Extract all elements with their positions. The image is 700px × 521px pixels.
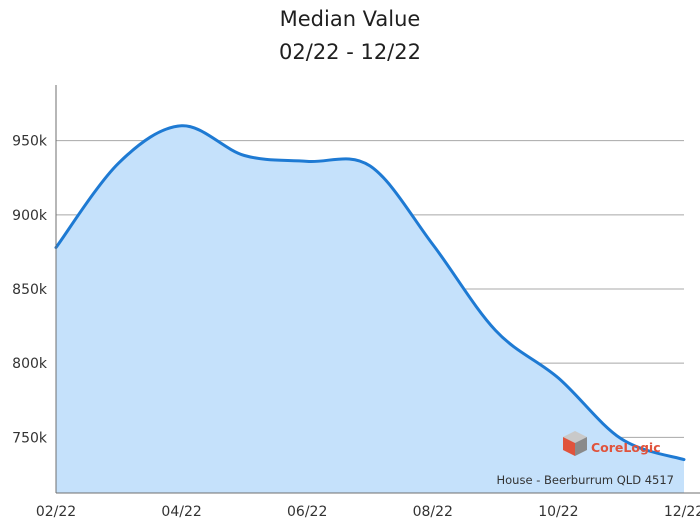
data-point[interactable]: 09/22: 822000 (490, 325, 502, 337)
x-tick-labels: 02/22 04/22 06/22 08/22 10/22 12/22 (36, 504, 700, 520)
x-tick-label: 04/22 (161, 504, 201, 520)
plot-area: 02/22: 87800003/22: 93500004/22: 9600000… (54, 120, 690, 493)
y-tick-label: 850k (12, 282, 48, 298)
corelogic-logo: CoreLogic (563, 431, 661, 456)
x-tick-label: 08/22 (413, 504, 453, 520)
y-tick-labels: 750k 800k 850k 900k 950k (12, 134, 48, 447)
x-tick-label: 02/22 (36, 504, 76, 520)
y-tick-label: 950k (12, 134, 48, 150)
corelogic-logo-text: CoreLogic (591, 440, 661, 455)
x-tick-label: 06/22 (287, 504, 327, 520)
series-line (54, 124, 686, 462)
chart-title: Median Value (280, 7, 421, 31)
data-point[interactable]: 06/22: 936000 (301, 155, 313, 167)
data-point[interactable]: 07/22: 933000 (364, 160, 376, 172)
data-point[interactable]: 10/22: 790000 (552, 372, 564, 384)
data-point[interactable]: 12/22: 735000 (678, 454, 690, 466)
chart-subtitle: 02/22 - 12/22 (279, 40, 421, 64)
x-tick-label: 10/22 (538, 504, 578, 520)
data-point[interactable]: 08/22: 880000 (427, 238, 439, 250)
y-tick-label: 900k (12, 208, 48, 224)
area-fill (56, 125, 684, 493)
corelogic-cube-icon (563, 431, 587, 456)
x-tick-label: 12/22 (664, 504, 700, 520)
chart-caption: House - Beerburrum QLD 4517 (497, 473, 675, 487)
data-point[interactable]: 05/22: 940000 (238, 149, 250, 161)
data-point[interactable]: 03/22: 935000 (113, 157, 125, 169)
data-point[interactable]: 04/22: 960000 (176, 120, 188, 132)
y-tick-label: 800k (12, 356, 48, 372)
y-tick-label: 750k (12, 430, 48, 446)
